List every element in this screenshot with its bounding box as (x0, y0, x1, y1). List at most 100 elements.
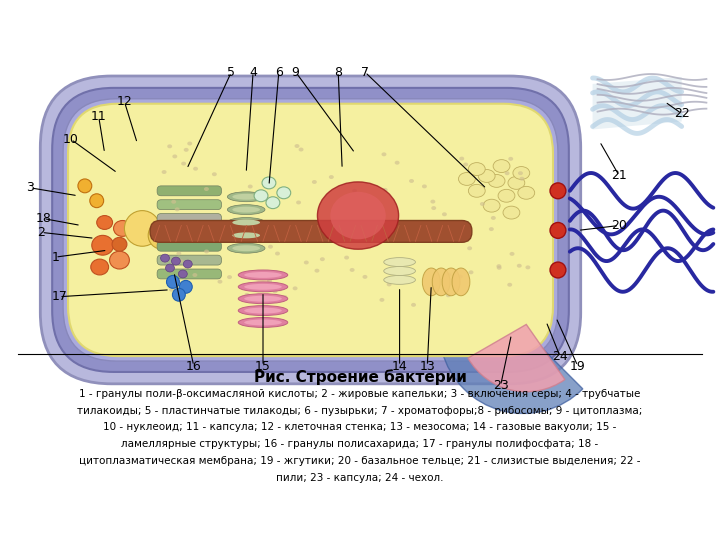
Ellipse shape (491, 216, 496, 220)
Ellipse shape (489, 227, 494, 231)
Ellipse shape (125, 211, 160, 246)
Ellipse shape (171, 257, 180, 265)
Ellipse shape (233, 220, 260, 226)
Ellipse shape (228, 192, 265, 202)
Ellipse shape (267, 279, 272, 283)
Ellipse shape (467, 246, 472, 250)
Text: 7: 7 (361, 65, 369, 78)
Ellipse shape (493, 160, 510, 172)
FancyBboxPatch shape (63, 99, 558, 361)
Ellipse shape (508, 177, 525, 190)
Ellipse shape (550, 183, 566, 199)
Text: 18: 18 (35, 212, 51, 225)
Ellipse shape (244, 320, 282, 326)
Ellipse shape (262, 177, 276, 189)
Ellipse shape (238, 306, 288, 315)
Ellipse shape (233, 232, 260, 238)
Ellipse shape (238, 282, 288, 292)
Ellipse shape (238, 318, 288, 327)
FancyBboxPatch shape (40, 76, 581, 384)
Ellipse shape (78, 179, 91, 193)
Text: 10: 10 (63, 133, 79, 146)
Text: ламеллярные структуры; 16 - гранулы полисахарида; 17 - гранулы полифосфата; 18 -: ламеллярные структуры; 16 - гранулы поли… (122, 439, 598, 449)
Ellipse shape (550, 262, 566, 278)
Ellipse shape (228, 231, 265, 240)
Ellipse shape (385, 277, 390, 281)
Ellipse shape (312, 180, 317, 184)
Ellipse shape (469, 163, 485, 176)
Ellipse shape (273, 289, 278, 293)
Ellipse shape (244, 284, 282, 290)
Ellipse shape (458, 275, 463, 279)
Ellipse shape (411, 303, 416, 307)
Ellipse shape (244, 296, 282, 302)
Ellipse shape (497, 266, 502, 270)
Ellipse shape (344, 255, 349, 260)
Wedge shape (442, 329, 582, 414)
Ellipse shape (352, 189, 357, 193)
Ellipse shape (171, 200, 176, 204)
Ellipse shape (91, 259, 109, 275)
Ellipse shape (469, 184, 485, 197)
Ellipse shape (227, 275, 232, 279)
Wedge shape (468, 325, 565, 391)
Ellipse shape (442, 268, 460, 296)
Ellipse shape (184, 260, 192, 268)
Ellipse shape (176, 252, 181, 255)
Ellipse shape (266, 197, 280, 208)
FancyBboxPatch shape (52, 88, 569, 372)
FancyBboxPatch shape (150, 220, 472, 242)
Ellipse shape (212, 172, 217, 176)
Ellipse shape (114, 220, 131, 237)
Ellipse shape (513, 166, 530, 179)
Ellipse shape (166, 275, 179, 288)
Ellipse shape (384, 258, 415, 267)
Ellipse shape (256, 195, 261, 199)
Ellipse shape (278, 287, 282, 291)
Ellipse shape (299, 147, 304, 152)
Ellipse shape (469, 271, 474, 274)
Ellipse shape (228, 218, 265, 227)
Text: 24: 24 (552, 349, 568, 362)
Text: 6: 6 (275, 65, 283, 78)
Ellipse shape (423, 268, 440, 296)
Ellipse shape (161, 254, 169, 262)
Ellipse shape (112, 238, 127, 251)
Ellipse shape (304, 260, 309, 265)
Ellipse shape (330, 192, 386, 239)
Ellipse shape (296, 200, 301, 205)
Ellipse shape (399, 276, 404, 281)
Ellipse shape (265, 300, 270, 303)
Polygon shape (593, 77, 682, 130)
Ellipse shape (204, 187, 209, 191)
Ellipse shape (350, 268, 354, 272)
Text: 2: 2 (37, 226, 45, 239)
FancyBboxPatch shape (157, 241, 222, 251)
Ellipse shape (431, 206, 436, 210)
Ellipse shape (452, 268, 470, 296)
Ellipse shape (518, 186, 535, 199)
Ellipse shape (217, 280, 222, 284)
FancyBboxPatch shape (157, 200, 222, 210)
Ellipse shape (379, 298, 384, 302)
Ellipse shape (179, 270, 187, 278)
Ellipse shape (409, 179, 414, 183)
Ellipse shape (179, 259, 184, 264)
Ellipse shape (109, 251, 130, 269)
Text: 23: 23 (492, 379, 508, 392)
Ellipse shape (488, 174, 505, 187)
Ellipse shape (480, 202, 485, 206)
Ellipse shape (442, 212, 447, 216)
Text: 1: 1 (51, 251, 59, 264)
Ellipse shape (204, 249, 209, 253)
Text: 10 - нуклеоид; 11 - капсула; 12 - клеточная стенка; 13 - мезосома; 14 - газовые : 10 - нуклеоид; 11 - капсула; 12 - клеточ… (103, 422, 617, 433)
Ellipse shape (268, 245, 273, 249)
Text: 9: 9 (292, 65, 300, 78)
Ellipse shape (503, 206, 520, 219)
Ellipse shape (245, 293, 249, 297)
Ellipse shape (275, 252, 280, 255)
Ellipse shape (382, 152, 387, 156)
Ellipse shape (526, 265, 531, 269)
Ellipse shape (446, 293, 451, 298)
Ellipse shape (238, 294, 288, 303)
